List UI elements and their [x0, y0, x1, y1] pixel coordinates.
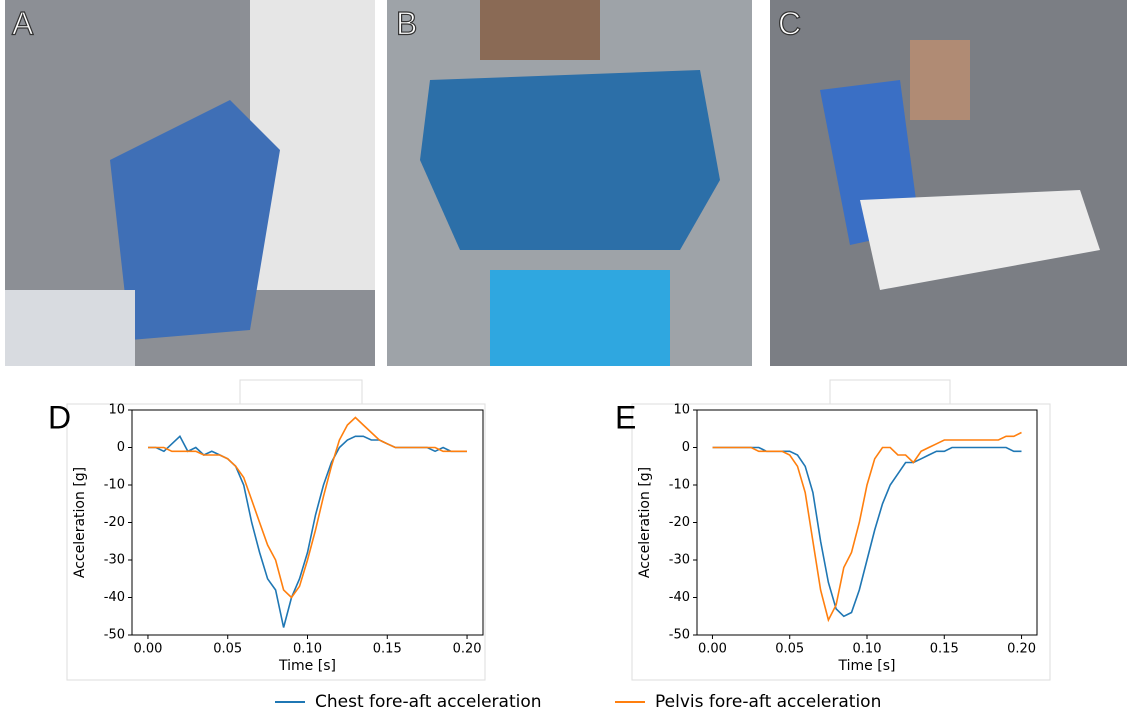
legend-label: Chest fore-aft acceleration: [315, 692, 542, 712]
series-line: [713, 448, 1022, 617]
panel-label: E: [615, 399, 636, 435]
x-tick-label: 0.05: [775, 642, 804, 657]
y-tick-label: -20: [104, 515, 125, 530]
x-tick-label: 0.15: [373, 642, 402, 657]
series-line: [713, 433, 1022, 621]
y-tick-label: -10: [669, 478, 690, 493]
panel-label: A: [12, 5, 34, 41]
y-tick-label: 10: [108, 403, 125, 418]
y-tick-label: -40: [104, 590, 125, 605]
x-tick-label: 0.20: [453, 642, 482, 657]
photo-b: [387, 0, 752, 366]
plot-frame: [697, 410, 1037, 635]
panel-label: C: [778, 5, 801, 41]
x-tick-label: 0.10: [293, 642, 322, 657]
y-tick-label: -30: [669, 553, 690, 568]
x-axis-label: Time [s]: [838, 658, 896, 674]
frame: [632, 404, 1050, 680]
y-axis-label: Acceleration [g]: [72, 467, 88, 578]
series-line: [148, 418, 467, 598]
frame: [240, 380, 362, 404]
y-tick-label: -10: [104, 478, 125, 493]
head: [480, 0, 600, 60]
series-line: [148, 436, 467, 627]
pants: [490, 270, 670, 366]
y-tick-label: 0: [682, 440, 690, 455]
seat: [5, 290, 135, 366]
y-tick-label: -50: [104, 628, 125, 643]
panel-label: B: [396, 5, 417, 41]
x-axis-label: Time [s]: [278, 658, 336, 674]
x-tick-label: 0.05: [213, 642, 242, 657]
x-tick-label: 0.00: [698, 642, 727, 657]
frame: [67, 404, 485, 680]
y-tick-label: -20: [669, 515, 690, 530]
y-axis-label: Acceleration [g]: [637, 467, 653, 578]
x-tick-label: 0.10: [853, 642, 882, 657]
photo-a: [5, 0, 375, 366]
frame: [830, 380, 950, 404]
y-tick-label: 10: [673, 403, 690, 418]
x-tick-label: 0.15: [930, 642, 959, 657]
y-tick-label: -50: [669, 628, 690, 643]
y-tick-label: -30: [104, 553, 125, 568]
legend-label: Pelvis fore-aft acceleration: [655, 692, 881, 712]
head: [910, 40, 970, 120]
panel-label: D: [48, 399, 71, 435]
torso: [420, 70, 720, 250]
x-tick-label: 0.20: [1007, 642, 1036, 657]
y-tick-label: -40: [669, 590, 690, 605]
figure: A B C D -50 -40 -30 -20 -10 0 10 0.00 0.05 0.10 0.1…: [0, 0, 1127, 717]
photo-c: [770, 0, 1127, 366]
y-tick-label: 0: [117, 440, 125, 455]
x-tick-label: 0.00: [133, 642, 162, 657]
